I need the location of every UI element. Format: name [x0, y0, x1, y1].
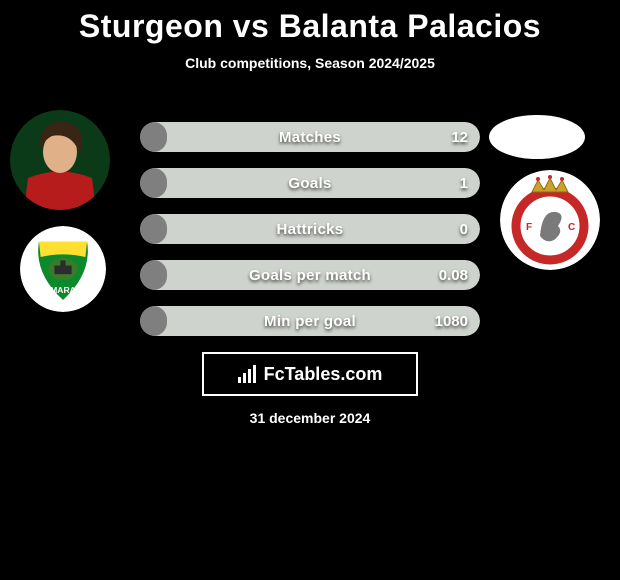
stat-row: Goals per match0.08 [140, 260, 480, 290]
stat-value-right: 0.08 [439, 260, 468, 290]
svg-text:C: C [568, 222, 575, 233]
stats-area: Matches12 Goals1 Hattricks0 Goals per match… [140, 122, 480, 352]
footer-date: 31 december 2024 [0, 410, 620, 426]
stat-value-right: 1080 [435, 306, 468, 336]
club-right-badge: FC [500, 170, 600, 270]
brand-text: FcTables.com [264, 364, 383, 385]
club-left-badge: MARA [20, 226, 106, 312]
stat-value-right: 1 [460, 168, 468, 198]
player-left-avatar [10, 110, 110, 210]
player-right-avatar [489, 115, 585, 159]
page-subtitle: Club competitions, Season 2024/2025 [0, 55, 620, 71]
stat-value-right: 0 [460, 214, 468, 244]
stat-label: Goals per match [140, 260, 480, 290]
stat-row: Hattricks0 [140, 214, 480, 244]
stat-row: Matches12 [140, 122, 480, 152]
stat-label: Matches [140, 122, 480, 152]
svg-text:MARA: MARA [50, 285, 76, 295]
page-title: Sturgeon vs Balanta Palacios [0, 0, 620, 45]
stat-label: Goals [140, 168, 480, 198]
brand-box: FcTables.com [202, 352, 418, 396]
stat-row: Min per goal1080 [140, 306, 480, 336]
bars-icon [238, 365, 258, 383]
svg-text:F: F [526, 222, 532, 233]
stat-row: Goals1 [140, 168, 480, 198]
stat-label: Min per goal [140, 306, 480, 336]
stat-label: Hattricks [140, 214, 480, 244]
stat-value-right: 12 [451, 122, 468, 152]
